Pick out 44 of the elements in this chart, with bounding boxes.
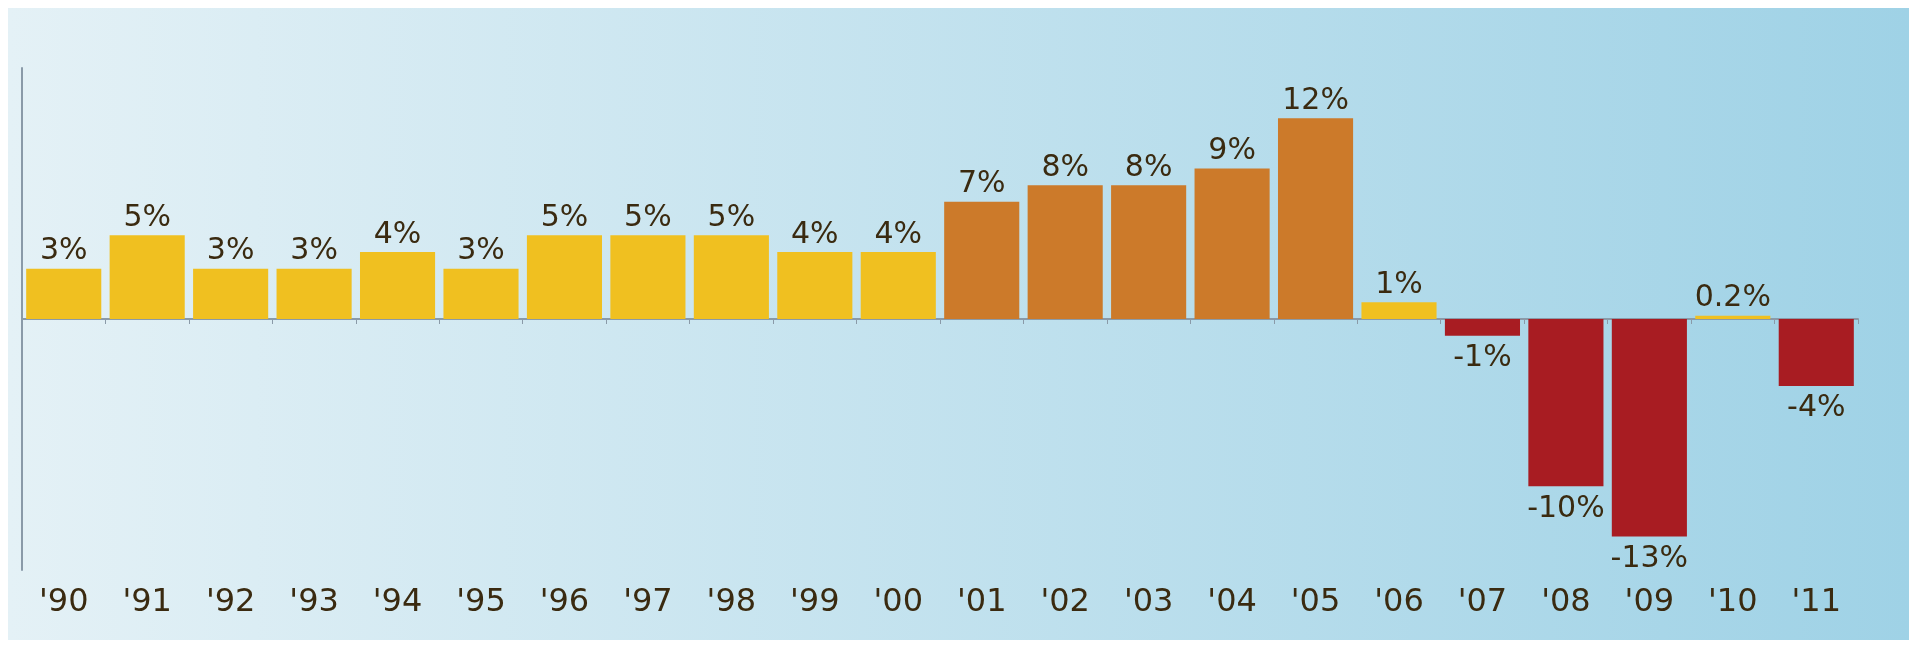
x-tick-label: '00 [873, 581, 924, 619]
x-tick-label: '06 [1374, 581, 1424, 619]
data-label: 8% [1041, 147, 1089, 183]
data-label: -4% [1787, 388, 1846, 424]
data-label: 3% [39, 231, 88, 267]
x-tick-label: '01 [956, 581, 1007, 619]
x-tick-label: '10 [1708, 581, 1758, 619]
data-label: 3% [206, 231, 255, 267]
x-tick-label: '90 [38, 581, 89, 619]
x-tick-label: '94 [372, 581, 423, 619]
x-tick-label: '07 [1457, 581, 1508, 619]
data-label: 1% [1375, 264, 1423, 300]
x-tick-label: '04 [1207, 581, 1257, 619]
x-tick-label: '95 [456, 581, 506, 619]
x-tick-label: '09 [1624, 581, 1675, 619]
x-tick-label: '92 [205, 581, 256, 619]
data-label: 3% [457, 231, 505, 267]
x-tick-label: '08 [1541, 581, 1591, 619]
x-tick-label: '11 [1791, 581, 1842, 619]
x-tick-label: '93 [289, 581, 339, 619]
data-label: 5% [540, 197, 589, 233]
x-tick-label: '02 [1040, 581, 1090, 619]
data-label: -13% [1610, 539, 1689, 575]
x-tick-label: '03 [1123, 581, 1174, 619]
data-label: -10% [1527, 488, 1605, 524]
data-label: 5% [123, 197, 171, 233]
x-tick-label: '98 [706, 581, 757, 619]
x-tick-label: '05 [1290, 581, 1341, 619]
data-label: 7% [957, 164, 1006, 200]
x-tick-label: '91 [122, 581, 172, 619]
data-label: 5% [624, 197, 672, 233]
data-label: 3% [290, 231, 338, 267]
data-label: 0.2% [1694, 278, 1771, 314]
data-label: 12% [1282, 80, 1349, 116]
data-label: 4% [373, 214, 422, 250]
data-label: 4% [874, 214, 923, 250]
x-tick-label: '99 [790, 581, 840, 619]
x-tick-label: '96 [539, 581, 590, 619]
data-label: 8% [1124, 147, 1173, 183]
data-label: 4% [791, 214, 839, 250]
data-label: 5% [707, 197, 756, 233]
x-tick-label: '97 [623, 581, 673, 619]
data-label: -1% [1453, 338, 1512, 374]
data-label: 9% [1208, 130, 1256, 166]
